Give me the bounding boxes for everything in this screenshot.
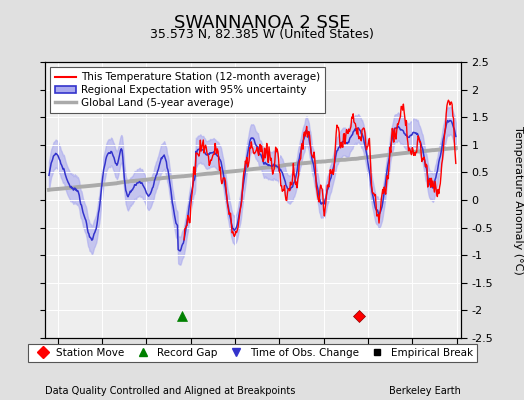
Text: Data Quality Controlled and Aligned at Breakpoints: Data Quality Controlled and Aligned at B… bbox=[45, 386, 295, 396]
Y-axis label: Temperature Anomaly (°C): Temperature Anomaly (°C) bbox=[512, 126, 523, 274]
Text: SWANNANOA 2 SSE: SWANNANOA 2 SSE bbox=[174, 14, 350, 32]
Legend: Station Move, Record Gap, Time of Obs. Change, Empirical Break: Station Move, Record Gap, Time of Obs. C… bbox=[28, 344, 477, 362]
Legend: This Temperature Station (12-month average), Regional Expectation with 95% uncer: This Temperature Station (12-month avera… bbox=[50, 67, 325, 113]
Text: Berkeley Earth: Berkeley Earth bbox=[389, 386, 461, 396]
Text: 35.573 N, 82.385 W (United States): 35.573 N, 82.385 W (United States) bbox=[150, 28, 374, 41]
